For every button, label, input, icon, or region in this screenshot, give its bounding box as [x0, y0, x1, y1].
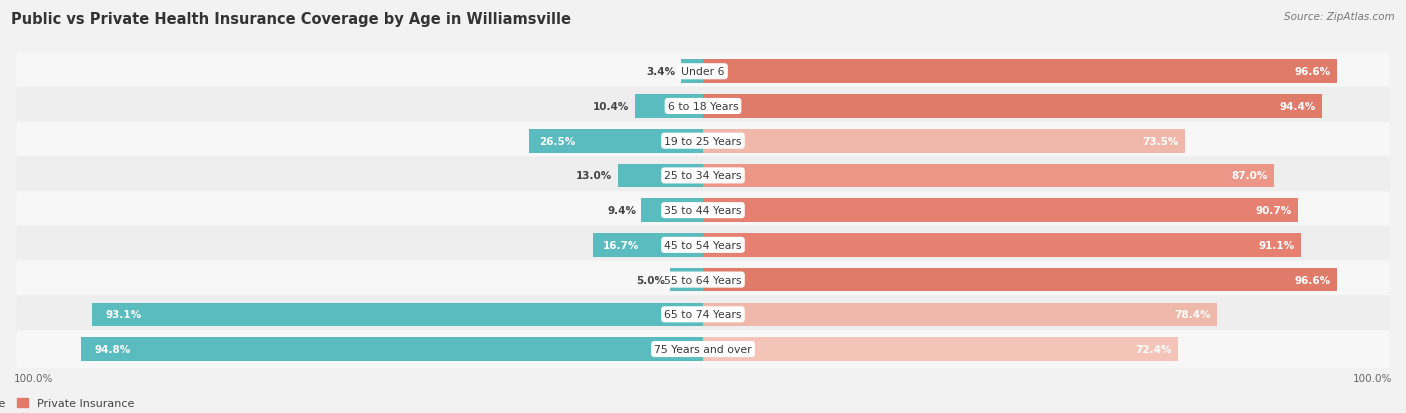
Text: 35 to 44 Years: 35 to 44 Years [664, 206, 742, 216]
Text: 90.7%: 90.7% [1256, 206, 1292, 216]
Text: 6 to 18 Years: 6 to 18 Years [668, 102, 738, 112]
Text: 26.5%: 26.5% [538, 136, 575, 146]
Bar [617, 164, 703, 188]
Bar [634, 95, 703, 119]
Bar [703, 60, 1337, 84]
Bar [703, 337, 1178, 361]
Text: 65 to 74 Years: 65 to 74 Years [664, 310, 742, 320]
Text: 73.5%: 73.5% [1142, 136, 1178, 146]
Text: 91.1%: 91.1% [1258, 240, 1294, 250]
Bar [703, 130, 1185, 153]
Bar [681, 60, 703, 84]
Bar [593, 233, 703, 257]
Bar [641, 199, 703, 223]
Bar [703, 95, 1323, 119]
Text: 55 to 64 Years: 55 to 64 Years [664, 275, 742, 285]
FancyBboxPatch shape [17, 226, 1389, 264]
Text: 16.7%: 16.7% [603, 240, 640, 250]
Text: 87.0%: 87.0% [1230, 171, 1267, 181]
Text: 10.4%: 10.4% [593, 102, 630, 112]
FancyBboxPatch shape [17, 330, 1389, 368]
Bar [703, 303, 1218, 326]
Bar [703, 199, 1298, 223]
Bar [703, 268, 1337, 292]
Text: 25 to 34 Years: 25 to 34 Years [664, 171, 742, 181]
FancyBboxPatch shape [17, 122, 1389, 160]
Text: 45 to 54 Years: 45 to 54 Years [664, 240, 742, 250]
Text: 75 Years and over: 75 Years and over [654, 344, 752, 354]
Text: 19 to 25 Years: 19 to 25 Years [664, 136, 742, 146]
Text: 94.8%: 94.8% [94, 344, 131, 354]
Legend: Public Insurance, Private Insurance: Public Insurance, Private Insurance [0, 398, 134, 408]
Text: 3.4%: 3.4% [647, 67, 675, 77]
Text: 13.0%: 13.0% [576, 171, 613, 181]
Text: 5.0%: 5.0% [636, 275, 665, 285]
Text: 100.0%: 100.0% [1353, 373, 1392, 383]
Bar [93, 303, 703, 326]
Text: 100.0%: 100.0% [14, 373, 53, 383]
Bar [82, 337, 703, 361]
Text: 96.6%: 96.6% [1294, 67, 1330, 77]
Text: Source: ZipAtlas.com: Source: ZipAtlas.com [1284, 12, 1395, 22]
Bar [703, 233, 1301, 257]
Text: Under 6: Under 6 [682, 67, 724, 77]
Text: 96.6%: 96.6% [1294, 275, 1330, 285]
FancyBboxPatch shape [17, 192, 1389, 230]
Text: 93.1%: 93.1% [105, 310, 142, 320]
FancyBboxPatch shape [17, 53, 1389, 91]
Text: 94.4%: 94.4% [1279, 102, 1316, 112]
Bar [671, 268, 703, 292]
Text: 72.4%: 72.4% [1135, 344, 1171, 354]
FancyBboxPatch shape [17, 261, 1389, 299]
Text: Public vs Private Health Insurance Coverage by Age in Williamsville: Public vs Private Health Insurance Cover… [11, 12, 571, 27]
Bar [529, 130, 703, 153]
Text: 9.4%: 9.4% [607, 206, 636, 216]
Text: 78.4%: 78.4% [1174, 310, 1211, 320]
FancyBboxPatch shape [17, 295, 1389, 334]
Bar [703, 164, 1274, 188]
FancyBboxPatch shape [17, 157, 1389, 195]
FancyBboxPatch shape [17, 88, 1389, 126]
